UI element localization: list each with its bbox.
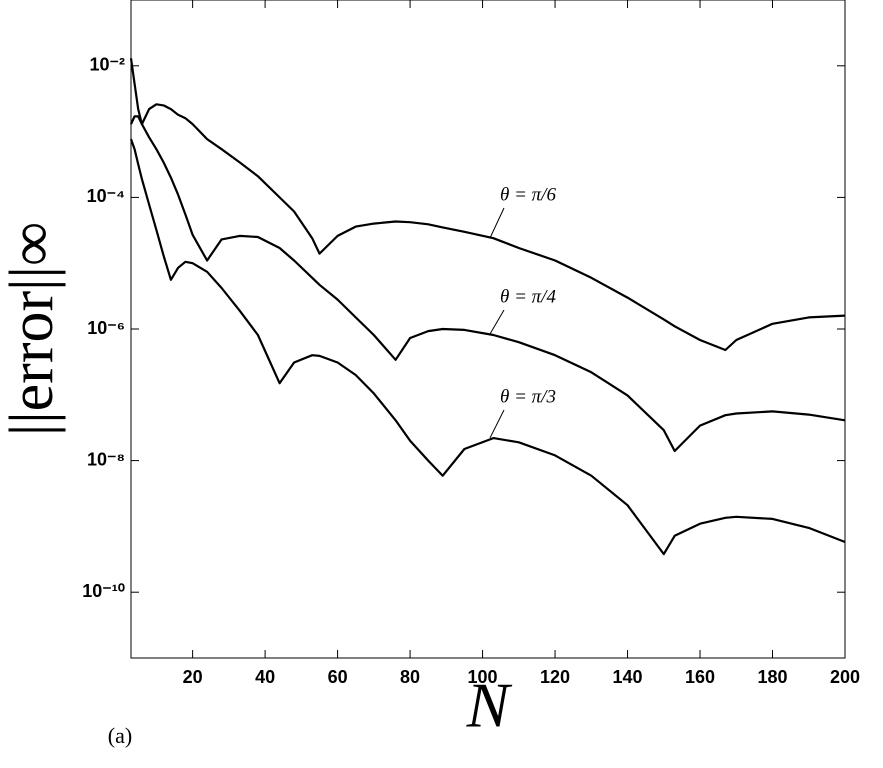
label-leader xyxy=(489,409,505,439)
y-tick-label: 10⁻² xyxy=(89,55,125,75)
series-line xyxy=(129,138,846,556)
x-tick-label: 60 xyxy=(328,667,348,687)
y-tick-label: 10⁻⁸ xyxy=(87,449,125,469)
panel-label: (a) xyxy=(108,723,132,748)
x-tick-label: 200 xyxy=(830,667,860,687)
y-tick-label: 10⁻⁶ xyxy=(87,318,125,338)
x-tick-label: 160 xyxy=(685,667,715,687)
x-tick-label: 40 xyxy=(255,667,275,687)
series-line xyxy=(130,115,846,453)
label-leader xyxy=(489,309,505,335)
x-tick-label: 180 xyxy=(757,667,787,687)
x-tick-label: 20 xyxy=(183,667,203,687)
label-leader xyxy=(489,207,505,239)
y-tick-label: 10⁻¹⁰ xyxy=(82,581,125,601)
series-line xyxy=(129,58,846,352)
x-tick-label: 120 xyxy=(540,667,570,687)
y-axis-label: ||error||∞ xyxy=(0,222,66,436)
series-label: θ = π/3 xyxy=(500,386,556,407)
plot-frame xyxy=(130,0,846,659)
series-label: θ = π/4 xyxy=(500,286,556,307)
y-tick-label: 10⁻⁴ xyxy=(87,186,125,206)
x-tick-label: 80 xyxy=(400,667,420,687)
x-tick-label: 140 xyxy=(613,667,643,687)
series-label: θ = π/6 xyxy=(500,184,556,205)
x-tick-label: 100 xyxy=(468,667,498,687)
x-axis-label: N xyxy=(466,670,513,741)
